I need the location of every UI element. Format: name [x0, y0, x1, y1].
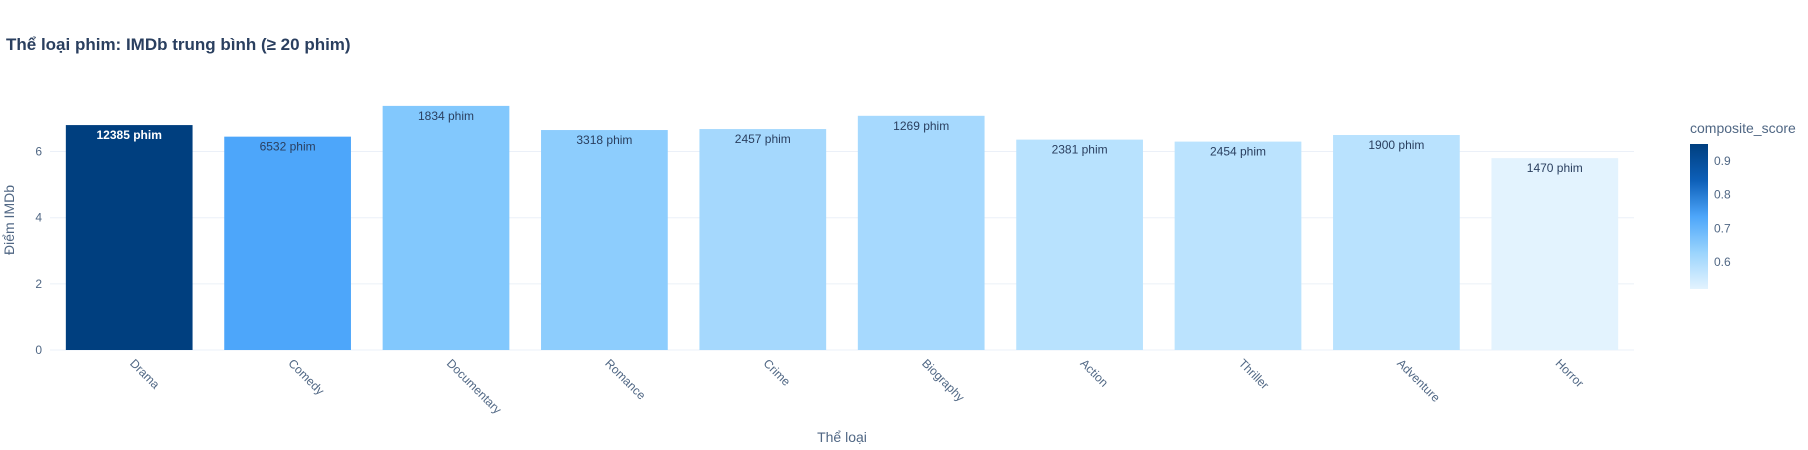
x-tick-label: Action	[1077, 356, 1110, 389]
colorbar-title: composite_score	[1690, 120, 1796, 136]
x-tick-label: Comedy	[285, 356, 326, 397]
bar	[1016, 139, 1143, 350]
x-tick-label: Biography	[919, 356, 967, 404]
bar-label: 3318 phim	[576, 133, 632, 147]
bar-label: 2457 phim	[735, 132, 791, 146]
y-tick-label: 4	[35, 211, 42, 225]
bar	[857, 115, 985, 350]
x-tick-label: Drama	[127, 356, 163, 392]
colorbar-tick-label: 0.9	[1714, 154, 1731, 168]
bar-label: 1269 phim	[893, 119, 949, 133]
bar	[1333, 135, 1460, 350]
x-tick-label: Crime	[761, 356, 794, 389]
bar	[1491, 158, 1619, 350]
x-axis-ticks: Drama Comedy Documentary Romance Crime Biogra…	[127, 356, 1587, 416]
y-tick-label: 2	[35, 277, 42, 291]
x-tick-label: Documentary	[444, 356, 504, 416]
bar-label: 2454 phim	[1210, 145, 1266, 159]
bar	[699, 129, 827, 350]
bar-label: 2381 phim	[1052, 143, 1108, 157]
y-axis-ticks: 0 2 4 6	[35, 145, 42, 357]
colorbar: composite_score 0.9 0.8 0.7 0.6	[1690, 120, 1796, 289]
colorbar-tick-label: 0.8	[1714, 188, 1731, 202]
x-tick-label: Thriller	[1236, 356, 1272, 392]
bar	[541, 130, 668, 350]
colorbar-tick-label: 0.7	[1714, 221, 1731, 235]
bar-label: 12385 phim	[97, 128, 162, 142]
y-tick-label: 6	[35, 145, 42, 159]
bar	[224, 136, 351, 350]
colorbar-gradient	[1690, 144, 1708, 289]
y-axis-title: Điểm IMDb	[1, 185, 17, 255]
colorbar-tick-label: 0.6	[1714, 255, 1731, 269]
bar	[1174, 141, 1302, 350]
chart-title: Thể loại phim: IMDb trung bình (≥ 20 phi…	[6, 35, 351, 54]
colorbar-ticks: 0.9 0.8 0.7 0.6	[1714, 154, 1731, 269]
bar-label: 1900 phim	[1368, 138, 1424, 152]
bars: 12385 phim 6532 phim 1834 phim 3318 phim 245…	[65, 105, 1619, 351]
x-tick-label: Horror	[1553, 356, 1587, 390]
x-axis-title: Thể loại	[817, 429, 867, 445]
bar	[382, 105, 510, 351]
bar-label: 1834 phim	[418, 109, 474, 123]
x-tick-label: Romance	[602, 356, 648, 402]
bar	[65, 125, 193, 350]
bar-label: 1470 phim	[1527, 161, 1583, 175]
bar-label: 6532 phim	[260, 140, 316, 154]
x-tick-label: Adventure	[1394, 356, 1443, 405]
y-tick-label: 0	[35, 343, 42, 357]
